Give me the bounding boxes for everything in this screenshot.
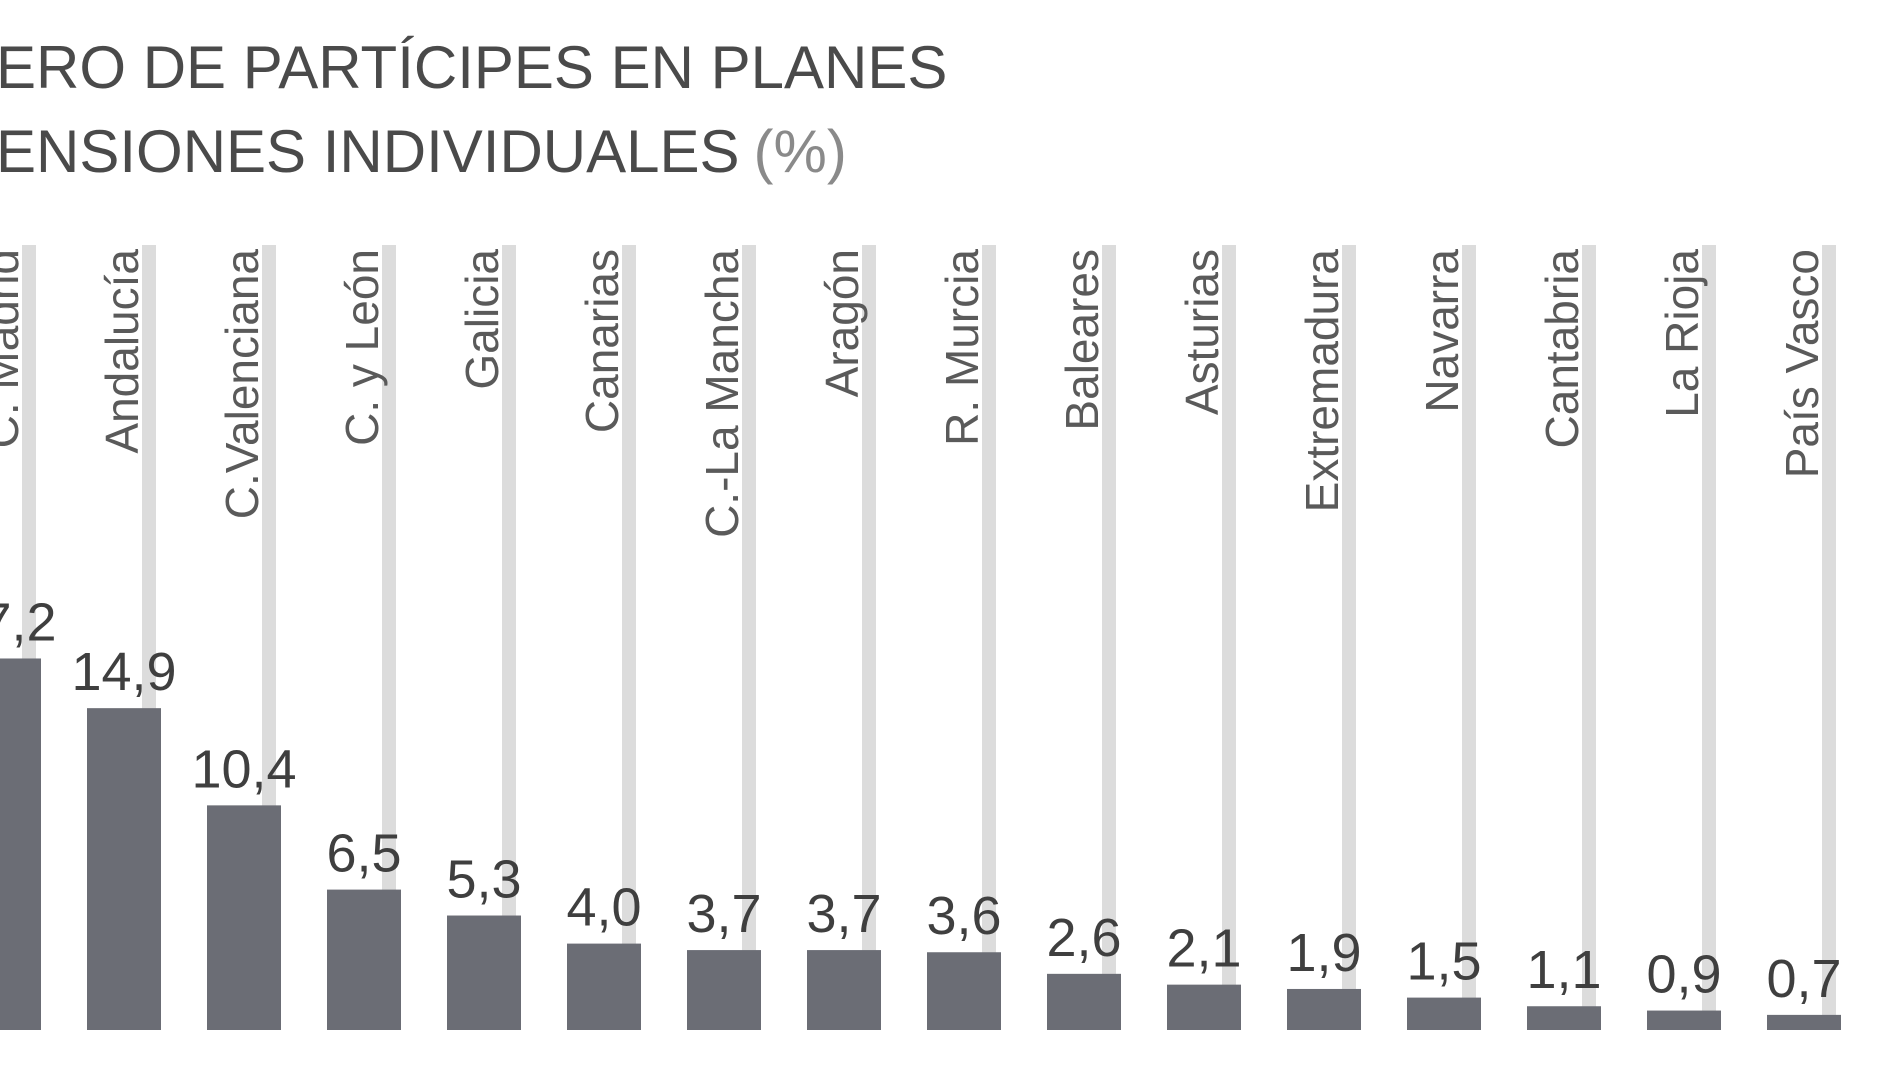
value-label: 2,6 (1046, 908, 1121, 968)
category-label: Galicia (456, 249, 508, 390)
unit: (%) (754, 118, 847, 185)
value-label: 4,0 (566, 878, 641, 938)
category-label: País Vasco (1776, 249, 1828, 478)
guide-stripe (1702, 245, 1716, 1030)
guide-stripe (982, 245, 996, 1030)
bar (1527, 1006, 1601, 1030)
bar (1167, 984, 1241, 1030)
bar (1767, 1014, 1841, 1030)
category-label: Cantabria (1536, 249, 1588, 449)
value-label: 6,5 (326, 824, 401, 884)
value-label: 14,9 (71, 642, 176, 702)
guide-stripe (862, 245, 876, 1030)
bar (207, 805, 281, 1030)
value-label: 0,7 (1766, 949, 1841, 1009)
value-label: 17,2 (0, 592, 57, 652)
guide-stripe (622, 245, 636, 1030)
guide-stripe (1102, 245, 1116, 1030)
value-label: 5,3 (446, 850, 521, 910)
value-label: 1,9 (1286, 923, 1361, 983)
category-label: La Rioja (1656, 249, 1708, 418)
category-label: C. y León (336, 249, 388, 446)
bar (687, 950, 761, 1030)
bar (1407, 997, 1481, 1030)
guide-stripe (1462, 245, 1476, 1030)
chart-title: ERO DE PARTÍCIPES EN PLANES (0, 34, 947, 101)
category-label: C. Madrid (0, 249, 28, 448)
category-label: Aragón (816, 249, 868, 397)
guide-stripe (382, 245, 396, 1030)
category-label: Extremadura (1296, 249, 1348, 513)
value-label: 3,6 (926, 886, 1001, 946)
value-label: 3,7 (806, 884, 881, 944)
category-label: R. Murcia (936, 249, 988, 446)
category-label: C.-La Mancha (696, 249, 748, 538)
category-label: Baleares (1056, 249, 1108, 431)
subtitle-text: ENSIONES INDIVIDUALES (0, 118, 740, 185)
chart-subtitle: ENSIONES INDIVIDUALES (%) (0, 118, 847, 185)
value-label: 1,1 (1526, 940, 1601, 1000)
bar (1647, 1010, 1721, 1030)
guide-stripe (1342, 245, 1356, 1030)
guide-stripe (742, 245, 756, 1030)
category-label: C.Valenciana (216, 249, 268, 520)
bar (327, 889, 401, 1030)
bar (567, 943, 641, 1030)
value-label: 3,7 (686, 884, 761, 944)
bar (0, 658, 41, 1030)
value-label: 2,1 (1166, 919, 1241, 979)
category-label: Asturias (1176, 249, 1228, 415)
value-label: 0,9 (1646, 945, 1721, 1005)
value-label: 10,4 (191, 739, 296, 799)
guide-stripe (1582, 245, 1596, 1030)
bar (1287, 988, 1361, 1030)
bar (807, 950, 881, 1030)
bar (927, 952, 1001, 1030)
value-label: 1,5 (1406, 932, 1481, 992)
bar (87, 708, 161, 1030)
category-label: Andalucía (96, 249, 148, 454)
category-label: Canarias (576, 249, 628, 433)
bar (447, 915, 521, 1030)
category-label: Navarra (1416, 249, 1468, 413)
guide-stripe (1222, 245, 1236, 1030)
bar (1047, 973, 1121, 1030)
guide-stripe (1822, 245, 1836, 1030)
guide-stripe (502, 245, 516, 1030)
